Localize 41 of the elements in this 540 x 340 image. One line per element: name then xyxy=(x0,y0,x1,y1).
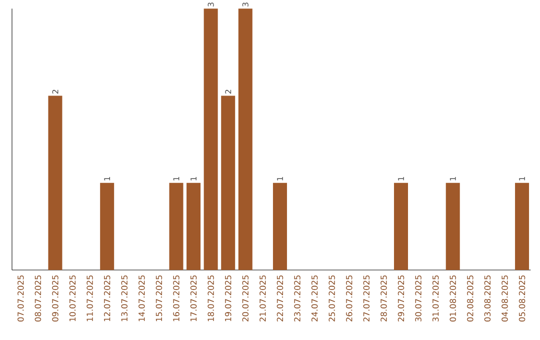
x-tick-label: 24.07.2025 xyxy=(311,275,318,322)
x-tick-label: 20.07.2025 xyxy=(242,275,249,322)
x-tick-label: 26.07.2025 xyxy=(346,275,352,322)
data-label: 1 xyxy=(450,176,456,180)
data-label: 3 xyxy=(242,2,248,6)
data-label: 2 xyxy=(52,90,58,94)
x-tick-label: 28.07.2025 xyxy=(380,275,387,322)
x-tick-label: 18.07.2025 xyxy=(208,275,214,322)
x-tick-label: 17.07.2025 xyxy=(190,275,197,322)
x-tick-label: 12.07.2025 xyxy=(104,275,110,322)
data-label: 3 xyxy=(208,2,214,6)
x-tick-label: 10.07.2025 xyxy=(69,275,76,322)
x-tick-label: 09.07.2025 xyxy=(52,275,58,322)
x-tick-label: 29.07.2025 xyxy=(398,275,404,322)
x-tick-label: 08.07.2025 xyxy=(34,275,42,322)
x-tick-label: 01.08.2025 xyxy=(450,275,456,322)
x-tick-label: 31.07.2025 xyxy=(432,275,439,322)
x-tick-label: 19.07.2025 xyxy=(224,275,232,322)
x-tick-label: 30.07.2025 xyxy=(415,275,422,322)
data-label: 1 xyxy=(277,176,283,180)
x-tick-label: 11.07.2025 xyxy=(86,275,93,322)
x-tick-label: 27.07.2025 xyxy=(363,275,370,322)
x-tick-label: 07.07.2025 xyxy=(18,275,24,322)
x-tick-label: 15.07.2025 xyxy=(156,275,162,322)
data-label: 1 xyxy=(104,176,110,180)
x-tick-label: 03.08.2025 xyxy=(484,275,491,322)
x-tick-label: 25.07.2025 xyxy=(328,275,335,322)
data-label: 1 xyxy=(190,176,196,180)
data-label: 1 xyxy=(398,176,404,180)
data-label: 1 xyxy=(519,176,525,180)
x-tick-label: 16.07.2025 xyxy=(173,275,180,322)
data-label: 2 xyxy=(225,90,232,94)
x-tick-label: 14.07.2025 xyxy=(138,275,145,322)
x-tick-label: 21.07.2025 xyxy=(260,275,266,322)
x-tick-label: 22.07.2025 xyxy=(276,275,284,322)
data-label: 1 xyxy=(173,176,180,180)
x-tick-label: 23.07.2025 xyxy=(294,275,300,322)
x-tick-label: 04.08.2025 xyxy=(502,275,508,322)
x-tick-label: 13.07.2025 xyxy=(121,275,128,322)
x-tick-label: 05.08.2025 xyxy=(518,275,526,322)
x-tick-label: 02.08.2025 xyxy=(467,275,474,322)
